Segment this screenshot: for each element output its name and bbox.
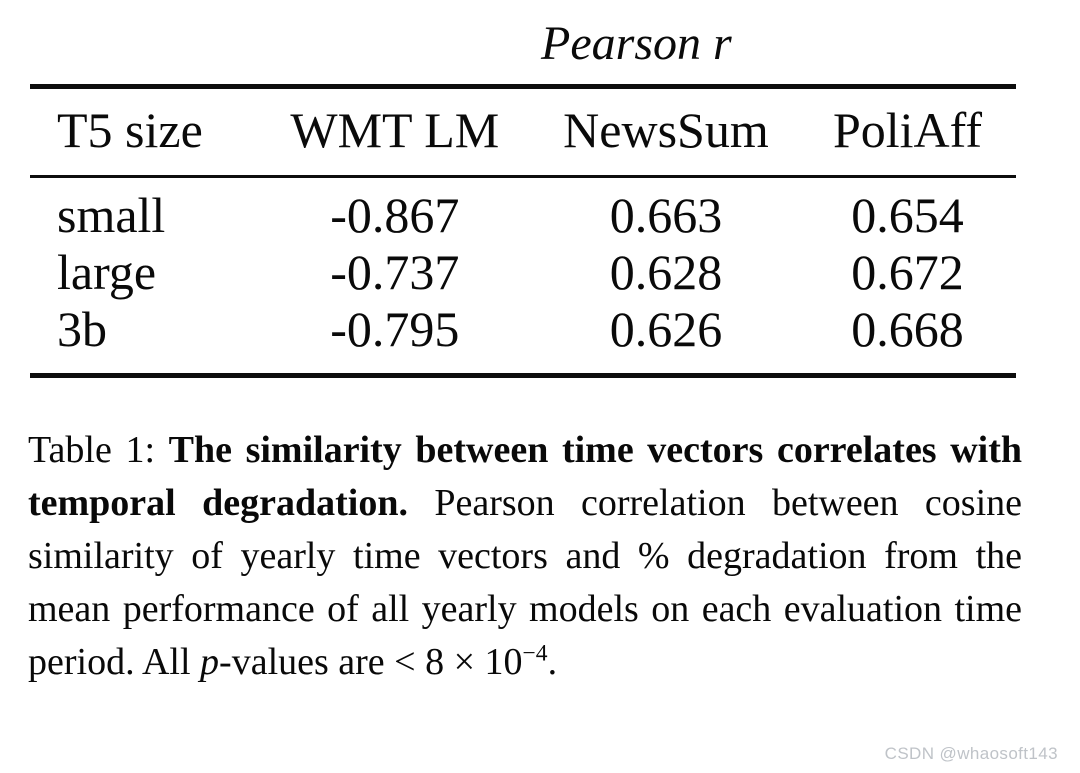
cell-small-newssum: 0.663 bbox=[609, 187, 723, 243]
caption-body-end: . bbox=[547, 641, 558, 683]
column-header-t5-size: T5 size bbox=[30, 84, 257, 178]
caption-exponent: −4 bbox=[522, 640, 548, 667]
spanner-header-row: Pearson r bbox=[30, 14, 1016, 87]
pearson-r-table: Pearson r T5 size WMT LM NewsSum PoliAff… bbox=[30, 14, 1016, 378]
results-table-figure: Pearson r T5 size WMT LM NewsSum PoliAff… bbox=[30, 14, 1016, 378]
row-label-small: small bbox=[57, 187, 166, 243]
spanner-spacer-cell bbox=[30, 14, 257, 87]
caption-body-2: -values are < 8 × 10 bbox=[219, 641, 523, 683]
cell-large-newssum: 0.628 bbox=[609, 244, 723, 300]
table-caption: Table 1: The similarity between time vec… bbox=[28, 424, 1022, 689]
spanner-header-pearson-r: Pearson r bbox=[541, 17, 732, 70]
cell-3b-wmt-lm: -0.795 bbox=[256, 301, 533, 378]
table-row-large: large -0.737 0.628 0.672 bbox=[30, 244, 1016, 301]
table-row-3b: 3b -0.795 0.626 0.668 bbox=[30, 301, 1016, 378]
caption-body-1: Pearson correlation between cosine simil… bbox=[28, 482, 1022, 683]
column-header-poliaff: PoliAff bbox=[799, 84, 1016, 178]
cell-large-wmt-lm: -0.737 bbox=[330, 244, 460, 300]
cell-small-wmt-lm: -0.867 bbox=[330, 187, 460, 243]
cell-large-poliaff: 0.672 bbox=[851, 244, 964, 300]
column-header-wmt-lm: WMT LM bbox=[256, 84, 533, 178]
column-header-row: T5 size WMT LM NewsSum PoliAff bbox=[30, 84, 1016, 178]
caption-table-label: Table 1: bbox=[28, 429, 169, 471]
row-label-large: large bbox=[57, 244, 157, 300]
table-row-small: small -0.867 0.663 0.654 bbox=[30, 177, 1016, 245]
cell-3b-poliaff: 0.668 bbox=[799, 301, 1016, 378]
csdn-watermark: CSDN @whaosoft143 bbox=[884, 744, 1058, 763]
caption-p-symbol: p bbox=[200, 641, 220, 683]
caption-bold-title: The similarity between time vectors corr… bbox=[28, 429, 1022, 524]
cell-3b-newssum: 0.626 bbox=[532, 301, 800, 378]
column-header-newssum: NewsSum bbox=[532, 84, 800, 178]
row-label-3b: 3b bbox=[30, 301, 257, 378]
cell-small-poliaff: 0.654 bbox=[851, 187, 964, 243]
